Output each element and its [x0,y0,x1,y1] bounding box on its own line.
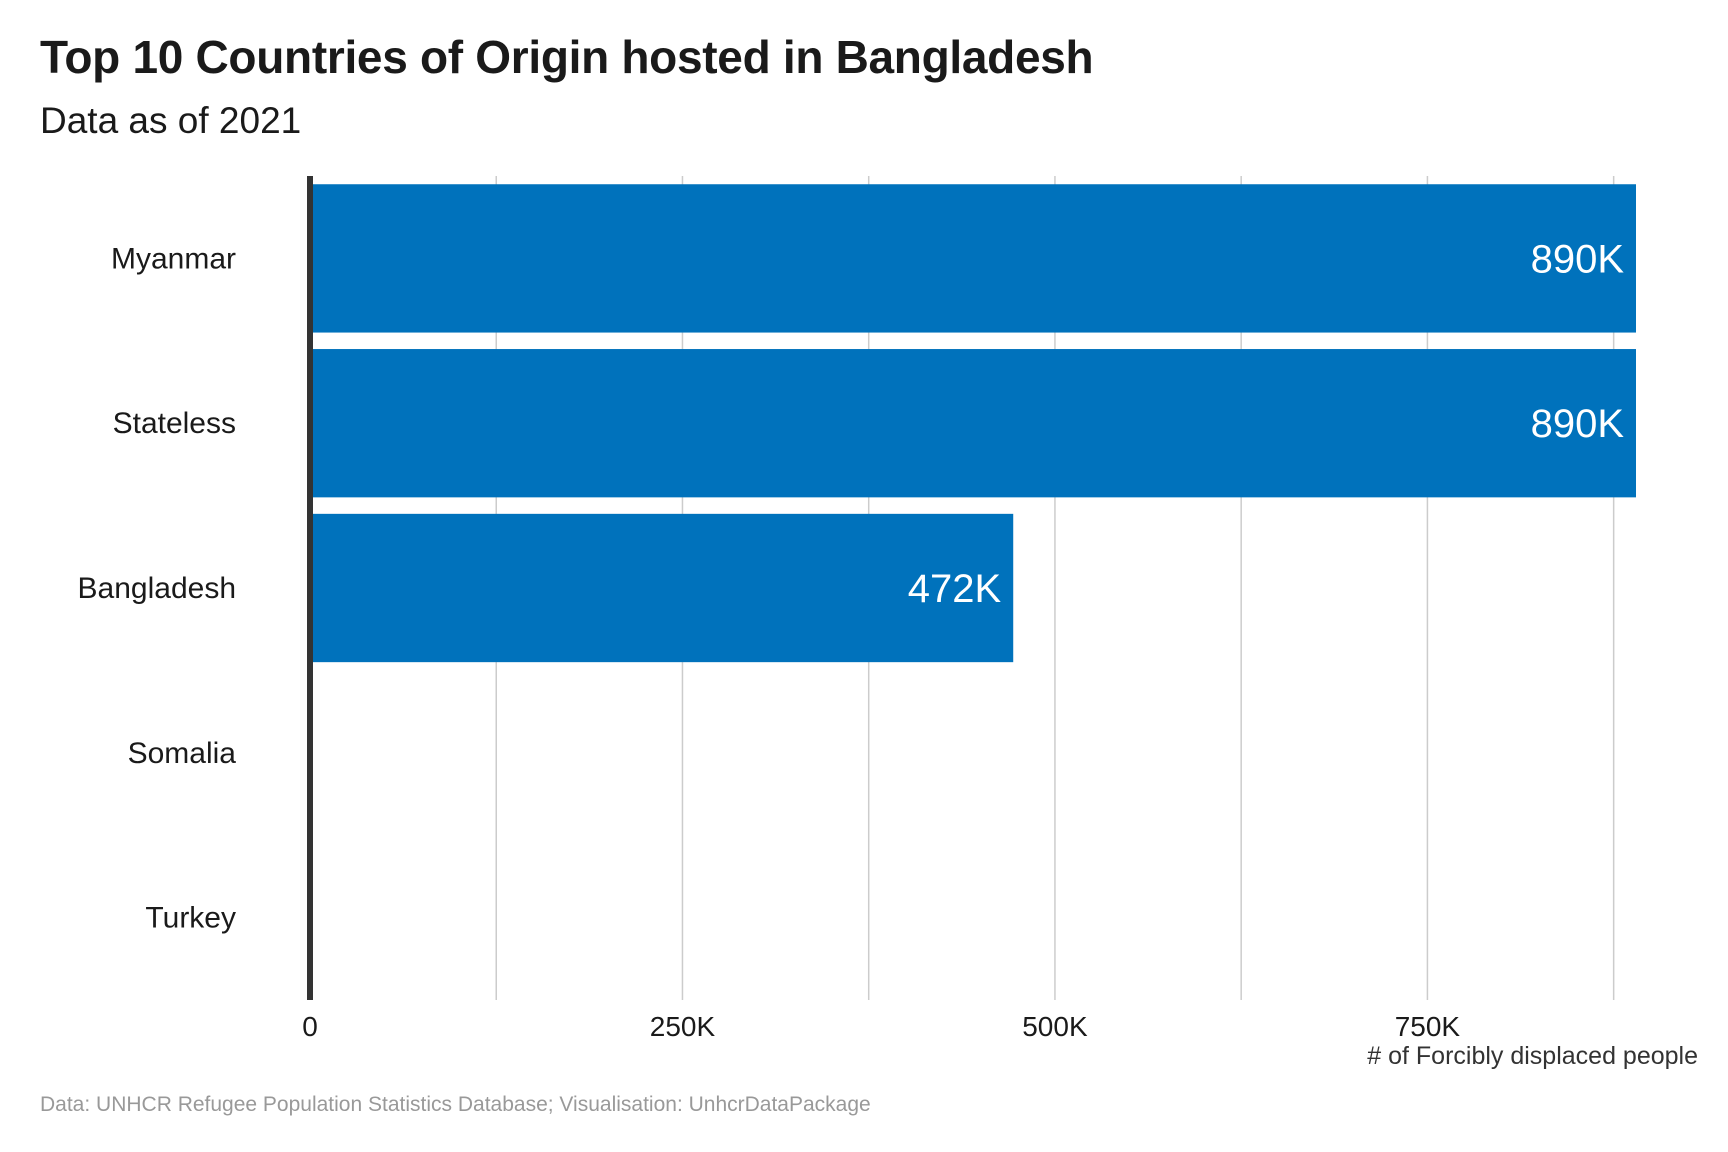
chart-subtitle: Data as of 2021 [40,100,302,141]
x-tick-label: 250K [650,1011,716,1042]
x-tick-label: 0 [302,1011,318,1042]
x-tick-label: 500K [1022,1011,1088,1042]
category-label: Turkey [145,902,236,935]
x-tick-label: 750K [1395,1011,1461,1042]
bar-stateless [310,349,1636,498]
category-label: Bangladesh [78,572,236,605]
category-label: Myanmar [111,242,236,275]
value-label: 890K [1531,402,1625,446]
value-label: 890K [1531,237,1625,281]
x-axis-title: # of Forcibly displaced people [1367,1042,1698,1070]
bar-myanmar [310,184,1636,333]
bar-bangladesh [310,513,1014,663]
category-label: Stateless [113,407,236,440]
labels: 890K Myanmar 890K Stateless 472K Bangladesh So… [78,237,1625,1042]
value-label: 472K [908,567,1002,611]
chart-caption: Data: UNHCR Refugee Population Statistic… [40,1093,871,1116]
bars [310,184,1636,663]
category-label: Somalia [128,737,237,770]
chart-title: Top 10 Countries of Origin hosted in Ban… [40,31,1094,83]
